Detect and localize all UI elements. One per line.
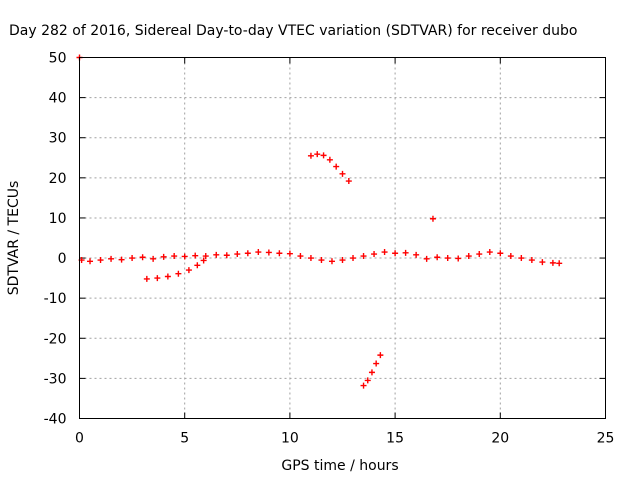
data-point (234, 251, 241, 258)
data-point (326, 156, 333, 163)
data-point (429, 215, 436, 222)
axis-ticks: 0 5 10 15 20 25 -40 -30 -20 -10 0 10 20 30 40 50 (44, 51, 615, 447)
data-point (518, 255, 525, 262)
data-point (154, 275, 161, 282)
x-tick-label: 15 (386, 431, 404, 447)
data-point (333, 163, 340, 170)
data-point (181, 253, 188, 260)
data-point (185, 267, 192, 274)
data-point (286, 250, 293, 257)
data-point (377, 352, 384, 359)
data-point (307, 255, 314, 262)
y-tick-label: -30 (44, 371, 67, 387)
y-axis-label: SDTVAR / TECUs (6, 181, 22, 296)
data-point (328, 258, 335, 265)
x-tick-label: 25 (597, 431, 615, 447)
data-point (223, 252, 230, 259)
data-point (192, 252, 199, 259)
data-point (164, 273, 171, 280)
data-point (486, 249, 493, 256)
chart-title: Day 282 of 2016, Sidereal Day-to-day VTE… (9, 23, 577, 39)
data-point (476, 251, 483, 258)
grid (79, 57, 606, 419)
data-point (360, 253, 367, 260)
data-point (320, 152, 327, 159)
x-tick-label: 10 (281, 431, 299, 447)
y-tick-label: 50 (49, 51, 67, 67)
data-point (350, 255, 357, 262)
data-point (455, 255, 462, 262)
data-point (556, 260, 563, 267)
data-point (139, 254, 146, 261)
series-negative-arc (360, 352, 384, 389)
series-main-band (78, 249, 563, 267)
data-point (434, 254, 441, 261)
x-axis-label: GPS time / hours (281, 458, 398, 474)
data-point (339, 257, 346, 264)
data-point (97, 257, 104, 264)
data-point (314, 151, 321, 158)
y-tick-label: 30 (49, 131, 67, 147)
data-point (539, 259, 546, 266)
y-tick-label: 0 (58, 251, 67, 267)
data-point (465, 253, 472, 260)
x-tick-label: 20 (491, 431, 509, 447)
x-tick-label: 5 (180, 431, 189, 447)
data-point (118, 256, 125, 263)
data-point (175, 270, 182, 277)
y-tick-label: 20 (49, 171, 67, 187)
data-point (392, 250, 399, 257)
data-point (108, 255, 115, 262)
data-point (129, 255, 136, 262)
data-points (76, 54, 563, 389)
data-point (202, 253, 209, 260)
data-point (150, 255, 157, 262)
data-point (143, 275, 150, 282)
data-point (528, 257, 535, 264)
data-point (255, 249, 262, 256)
data-point (507, 253, 514, 260)
data-point (200, 257, 207, 264)
data-point (345, 178, 352, 185)
data-point (549, 259, 556, 266)
y-tick-label: -40 (44, 412, 67, 428)
y-tick-label: -10 (44, 291, 67, 307)
data-point (402, 249, 409, 256)
plot-frame (79, 57, 606, 419)
data-point (339, 170, 346, 177)
data-point (160, 253, 167, 260)
data-point (373, 360, 380, 367)
data-point (307, 152, 314, 159)
data-point (276, 250, 283, 257)
series-upper-arc (307, 151, 352, 185)
series-lower-branch (143, 257, 207, 282)
data-point (171, 253, 178, 260)
data-point (371, 251, 378, 258)
data-point (368, 369, 375, 376)
data-point (87, 258, 94, 265)
data-point (244, 250, 251, 257)
data-point (360, 382, 367, 389)
data-point (444, 255, 451, 262)
data-point (318, 257, 325, 264)
data-point (497, 250, 504, 257)
data-point (364, 377, 371, 384)
x-tick-label: 0 (75, 431, 84, 447)
y-tick-label: -20 (44, 331, 67, 347)
data-point (423, 255, 430, 262)
data-point (381, 249, 388, 256)
data-point (265, 249, 272, 256)
data-point (213, 251, 220, 258)
y-tick-label: 40 (49, 91, 67, 107)
data-point (413, 251, 420, 258)
data-point (297, 253, 304, 260)
data-point (194, 262, 201, 269)
y-tick-label: 10 (49, 211, 67, 227)
